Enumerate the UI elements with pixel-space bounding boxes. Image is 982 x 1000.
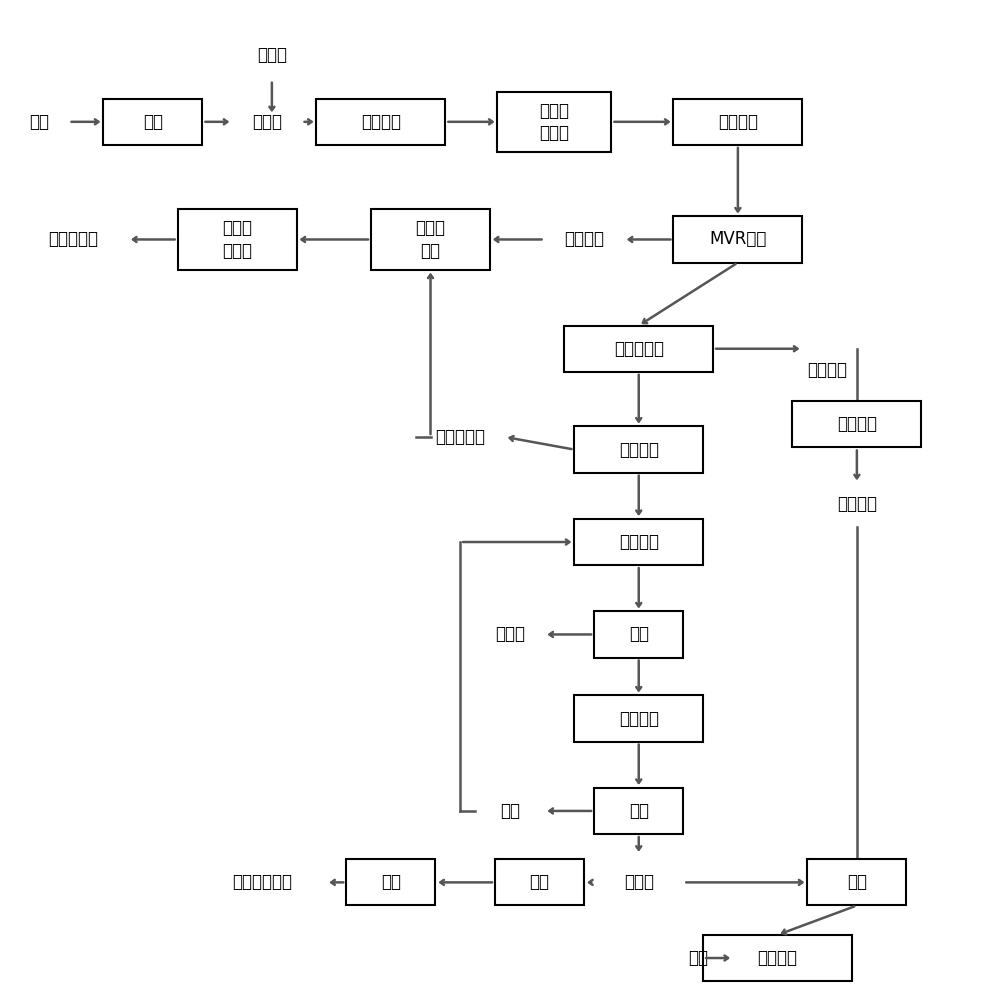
FancyBboxPatch shape <box>594 611 683 658</box>
Text: 灌装: 灌装 <box>381 873 401 891</box>
Text: 乙糖煮制: 乙糖煮制 <box>619 710 659 728</box>
Text: 五效浓缩: 五效浓缩 <box>619 441 659 459</box>
Text: 低蔗糖液体糖: 低蔗糖液体糖 <box>232 873 292 891</box>
Text: 混合汁: 混合汁 <box>252 113 282 131</box>
Text: 蔗糖钙: 蔗糖钙 <box>257 46 287 64</box>
FancyBboxPatch shape <box>178 209 297 270</box>
FancyBboxPatch shape <box>371 209 490 270</box>
FancyBboxPatch shape <box>703 935 852 981</box>
Text: 陶瓷膜过滤: 陶瓷膜过滤 <box>614 340 664 358</box>
Text: 乙原蜜: 乙原蜜 <box>624 873 654 891</box>
Text: 甘蔗植物水: 甘蔗植物水 <box>48 230 98 248</box>
Text: 分蜜: 分蜜 <box>628 625 649 643</box>
Text: 脱色: 脱色 <box>529 873 550 891</box>
FancyBboxPatch shape <box>565 326 713 372</box>
Text: 离心清液: 离心清液 <box>837 495 877 513</box>
Text: 反渗透
膜过滤: 反渗透 膜过滤 <box>222 219 252 260</box>
FancyBboxPatch shape <box>316 99 446 145</box>
FancyBboxPatch shape <box>498 92 612 152</box>
FancyBboxPatch shape <box>103 99 202 145</box>
FancyBboxPatch shape <box>674 99 802 145</box>
Text: 加热撇
泡除杂: 加热撇 泡除杂 <box>539 102 570 142</box>
Text: 微孔过滤: 微孔过滤 <box>718 113 758 131</box>
FancyBboxPatch shape <box>574 426 703 473</box>
FancyBboxPatch shape <box>347 859 435 905</box>
Text: 熟制: 熟制 <box>846 873 867 891</box>
Text: 甲糖煮制: 甲糖煮制 <box>619 533 659 551</box>
Text: 红糖: 红糖 <box>688 949 708 967</box>
Text: 经活性炭过: 经活性炭过 <box>435 428 485 446</box>
Text: 甘蔗原水: 甘蔗原水 <box>565 230 604 248</box>
Text: 滚筒过滤: 滚筒过滤 <box>361 113 401 131</box>
FancyBboxPatch shape <box>594 788 683 834</box>
Text: 离心分离: 离心分离 <box>837 415 877 433</box>
Text: 膜滤浓液: 膜滤浓液 <box>807 361 847 379</box>
Text: 白砂糖: 白砂糖 <box>495 625 524 643</box>
FancyBboxPatch shape <box>574 519 703 565</box>
Text: 乙糖: 乙糖 <box>500 802 519 820</box>
Text: 浇注成型: 浇注成型 <box>757 949 797 967</box>
FancyBboxPatch shape <box>807 859 906 905</box>
FancyBboxPatch shape <box>674 216 802 263</box>
FancyBboxPatch shape <box>574 695 703 742</box>
Text: 分蜜: 分蜜 <box>628 802 649 820</box>
Text: MVR浓缩: MVR浓缩 <box>709 230 767 248</box>
Text: 压榨: 压榨 <box>143 113 163 131</box>
FancyBboxPatch shape <box>792 401 921 447</box>
Text: 甘蔗: 甘蔗 <box>28 113 49 131</box>
Text: 活性炭
过滤: 活性炭 过滤 <box>415 219 446 260</box>
FancyBboxPatch shape <box>495 859 584 905</box>
